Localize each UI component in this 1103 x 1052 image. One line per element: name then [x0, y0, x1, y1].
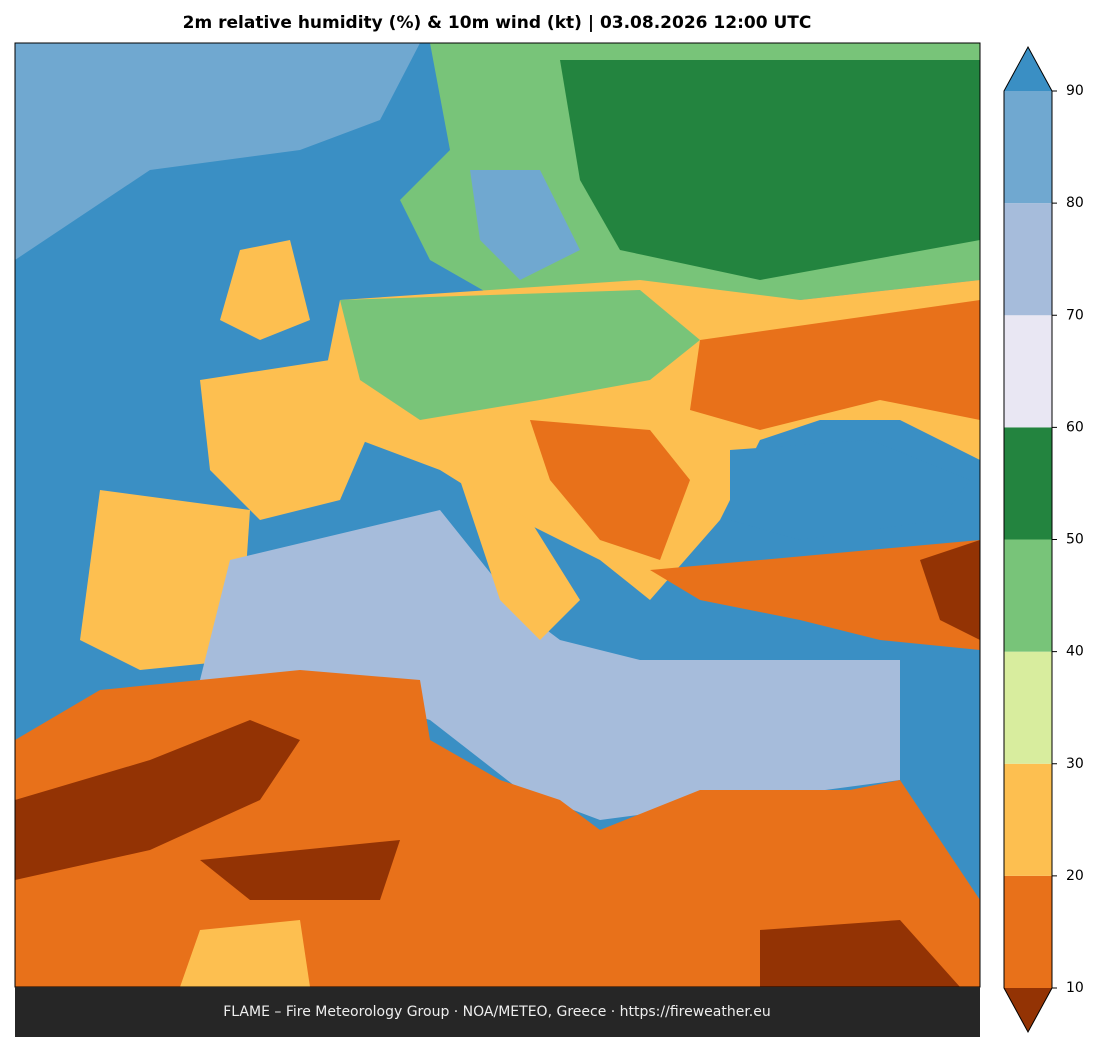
baltic: [470, 170, 580, 280]
colorbar-tick-label: 30: [1066, 756, 1084, 772]
colorbar-tick-label: 50: [1066, 532, 1084, 548]
iberia: [80, 490, 250, 670]
map-title: 2m relative humidity (%) & 10m wind (kt)…: [183, 13, 812, 33]
colorbar-band: [1004, 203, 1052, 316]
ukraine: [690, 300, 980, 430]
map: [14, 42, 981, 988]
colorbar-band: [1004, 315, 1052, 428]
colorbar-band: [1004, 875, 1052, 988]
colorbar-band: [1004, 651, 1052, 764]
egypt-dry: [760, 920, 960, 987]
atlantic-north: [15, 43, 420, 260]
france: [200, 360, 370, 520]
black-sea: [730, 440, 970, 540]
footer-bar: [15, 987, 980, 1037]
colorbar-tick-label: 90: [1066, 83, 1084, 99]
colorbar-tick-label: 60: [1066, 419, 1084, 435]
colorbar-band: [1004, 91, 1052, 204]
colorbar-tick-label: 20: [1066, 868, 1084, 884]
colorbar-band: [1004, 763, 1052, 876]
colorbar-extend-low: [1004, 988, 1052, 1032]
colorbar-band: [1004, 539, 1052, 652]
colorbar-tick-label: 10: [1066, 980, 1084, 996]
colorbar-tick-label: 40: [1066, 644, 1084, 660]
mediterranean: [200, 510, 900, 820]
russia-dark: [560, 60, 980, 280]
turkey: [650, 540, 980, 650]
colorbar-tick-label: 70: [1066, 307, 1084, 323]
britain: [220, 240, 310, 340]
atlas-dry: [15, 720, 300, 880]
colorbar-extend-high: [1004, 47, 1052, 91]
sahara-dry: [200, 840, 400, 900]
anatolia-dry: [920, 540, 980, 640]
sahel: [180, 920, 310, 987]
italy: [460, 480, 580, 640]
balkans: [530, 420, 690, 560]
footer-credit: FLAME – Fire Meteorology Group · NOA/MET…: [223, 1004, 771, 1020]
colorbar-tick-label: 80: [1066, 195, 1084, 211]
colorbar-band: [1004, 427, 1052, 540]
germany-poland: [340, 290, 700, 420]
colorbar: 10 20 30 40 50 60 70 80 90: [1003, 45, 1084, 1034]
